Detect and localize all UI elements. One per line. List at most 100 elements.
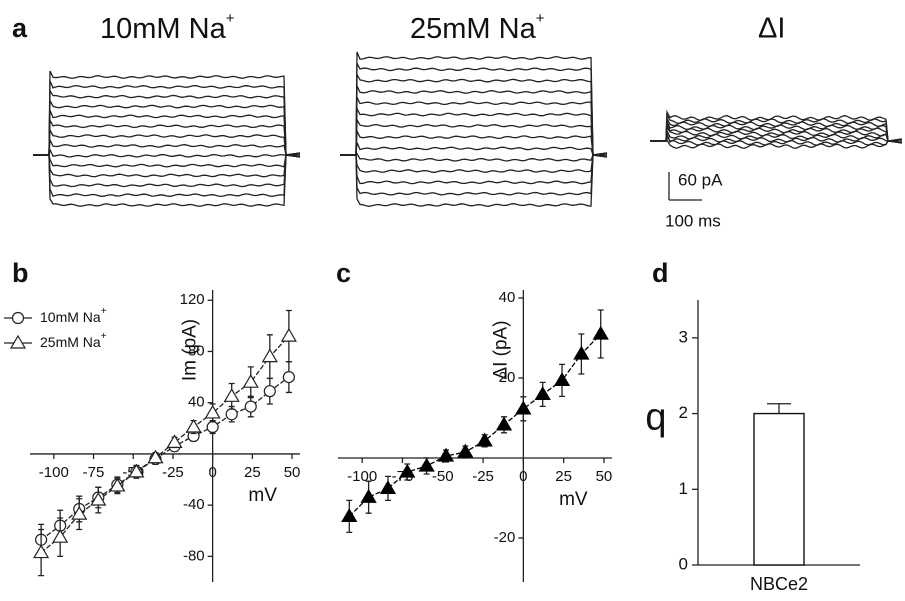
marker: [33, 544, 50, 559]
marker: [90, 491, 107, 506]
current-trace: [650, 128, 903, 142]
legend-sup: +: [101, 306, 107, 317]
marker: [534, 386, 551, 401]
marker: [261, 348, 278, 363]
marker: [280, 327, 297, 342]
x-tick-label: -25: [162, 464, 184, 481]
marker: [147, 449, 164, 464]
legend-label: 25mM Na+: [40, 331, 107, 350]
marker: [109, 477, 126, 492]
current-trace: [33, 70, 301, 156]
current-trace: [340, 117, 608, 156]
current-trace: [650, 133, 902, 143]
y-tick-label: 80: [188, 342, 205, 359]
x-tick-label: 25: [555, 468, 572, 485]
marker: [360, 488, 377, 503]
current-trace: [340, 154, 607, 173]
x-tick-label: 0: [519, 468, 527, 485]
y-tick-label: 40: [499, 289, 516, 306]
panel-label: d: [652, 258, 669, 288]
marker: [437, 447, 455, 462]
current-trace: [33, 154, 300, 207]
current-trace: [340, 63, 607, 156]
legend-text: 25mM Na: [40, 334, 101, 350]
marker: [204, 404, 221, 419]
y-tick-label: 20: [499, 369, 516, 386]
current-trace: [33, 88, 301, 158]
marker: [263, 385, 276, 398]
marker: [476, 432, 493, 447]
current-trace: [33, 110, 300, 156]
marker: [128, 463, 145, 478]
current-trace: [33, 154, 300, 178]
marker: [495, 416, 513, 431]
current-trace: [340, 142, 608, 158]
current-trace: [33, 117, 301, 158]
y-axis-label: ΔI (pA): [490, 320, 511, 379]
y-tick-label: 120: [180, 291, 205, 308]
x-tick-label: -100: [39, 464, 69, 481]
legend-label: 10mM Na+: [40, 306, 107, 325]
scale-label: 100 ms: [665, 211, 721, 230]
current-trace: [33, 152, 301, 168]
marker: [242, 374, 259, 388]
current-trace: [340, 152, 608, 196]
panel-label: c: [336, 258, 351, 288]
trace-title: ΔI: [758, 13, 785, 45]
y-tick-label: 3: [679, 327, 688, 346]
x-axis-label: mV: [559, 489, 588, 510]
current-trace: [340, 154, 608, 185]
x-tick-label: NBCe2: [750, 574, 808, 594]
current-trace: [33, 137, 300, 156]
y-tick-label: 40: [188, 394, 205, 411]
title-sup: +: [536, 10, 545, 27]
marker: [399, 463, 416, 478]
current-trace: [340, 154, 607, 207]
panel-label: b: [12, 258, 29, 288]
marker: [185, 418, 202, 433]
x-tick-label: 0: [208, 464, 216, 481]
y-tick-label: 0: [679, 554, 688, 573]
current-trace: [33, 147, 301, 158]
y-tick-label: -80: [183, 547, 205, 564]
panel-label: a: [12, 13, 28, 43]
x-tick-label: -25: [472, 468, 494, 485]
x-axis-label: mV: [248, 485, 277, 506]
marker: [379, 480, 397, 495]
marker: [206, 420, 219, 434]
legend-marker: [11, 311, 25, 325]
x-tick-label: 50: [596, 468, 613, 485]
bar: [753, 412, 805, 566]
marker: [166, 434, 183, 449]
y-tick-label: 2: [679, 403, 688, 422]
current-trace: [340, 130, 607, 156]
current-trace: [33, 100, 301, 156]
x-tick-label: -100: [347, 468, 377, 485]
y-axis-label: q: [645, 396, 666, 438]
marker: [225, 408, 238, 421]
x-tick-label: -75: [83, 464, 105, 481]
marker: [592, 325, 609, 340]
current-trace: [33, 154, 301, 188]
title-sup: +: [226, 10, 235, 27]
error-bar: [767, 403, 791, 414]
y-tick-label: -20: [494, 529, 516, 546]
current-trace: [33, 127, 301, 156]
scale-label: 60 pA: [678, 170, 723, 189]
current-trace: [33, 152, 301, 198]
y-tick-label: -40: [183, 496, 205, 513]
current-trace: [340, 108, 608, 158]
marker: [244, 400, 257, 413]
x-tick-label: 50: [284, 464, 301, 481]
current-trace: [650, 138, 903, 149]
marker: [52, 528, 69, 543]
x-tick-label: -50: [432, 468, 454, 485]
legend-sup: +: [101, 331, 107, 342]
marker: [223, 388, 240, 402]
trace-title: 25mM Na+: [410, 10, 545, 45]
current-trace: [340, 96, 607, 156]
title-text: 25mM Na: [410, 13, 537, 45]
current-trace: [340, 51, 608, 156]
marker: [457, 443, 474, 458]
marker: [553, 372, 571, 387]
